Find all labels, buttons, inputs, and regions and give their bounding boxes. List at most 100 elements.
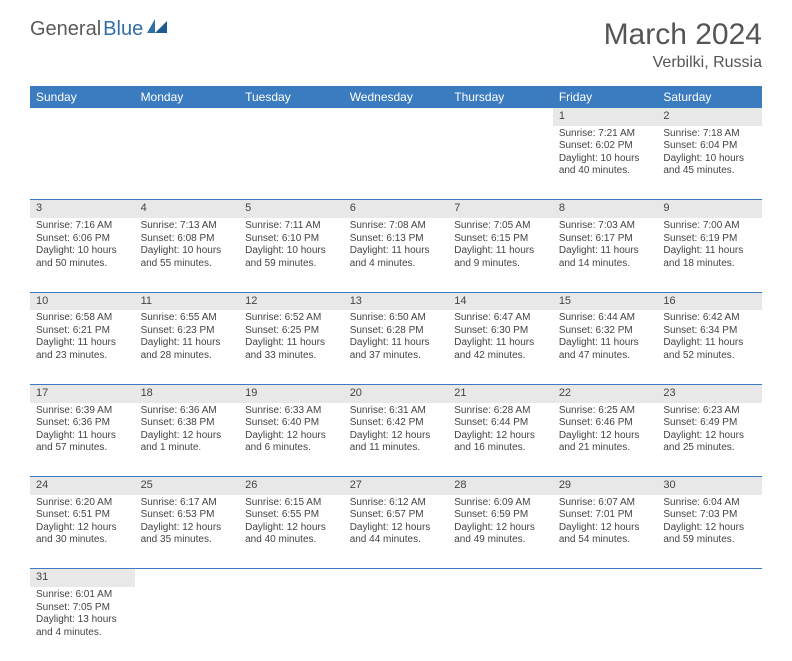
day-cell: Sunrise: 6:04 AMSunset: 7:03 PMDaylight:… [657,495,762,569]
empty-cell [553,569,658,587]
day-number: 3 [30,200,135,218]
calendar-table: SundayMondayTuesdayWednesdayThursdayFrid… [30,86,762,661]
sunrise-text: Sunrise: 7:11 AM [245,220,338,233]
day-cell: Sunrise: 6:28 AMSunset: 6:44 PMDaylight:… [448,403,553,477]
daylight-text: Daylight: 11 hours and 14 minutes. [559,245,652,270]
daylight-text: Daylight: 11 hours and 57 minutes. [36,430,129,455]
sunrise-text: Sunrise: 6:12 AM [350,497,443,510]
sunset-text: Sunset: 6:17 PM [559,233,652,246]
day-cell: Sunrise: 6:09 AMSunset: 6:59 PMDaylight:… [448,495,553,569]
day-cell: Sunrise: 7:16 AMSunset: 6:06 PMDaylight:… [30,218,135,292]
day-cell: Sunrise: 6:23 AMSunset: 6:49 PMDaylight:… [657,403,762,477]
day-number: 31 [30,569,135,587]
weekday-header: Tuesday [239,86,344,108]
day-number: 24 [30,477,135,495]
day-body-row: Sunrise: 6:58 AMSunset: 6:21 PMDaylight:… [30,310,762,384]
daylight-text: Daylight: 11 hours and 9 minutes. [454,245,547,270]
day-cell: Sunrise: 6:44 AMSunset: 6:32 PMDaylight:… [553,310,658,384]
daylight-text: Daylight: 13 hours and 4 minutes. [36,614,129,639]
day-number: 17 [30,384,135,402]
weekday-header: Friday [553,86,658,108]
day-cell: Sunrise: 6:15 AMSunset: 6:55 PMDaylight:… [239,495,344,569]
sunset-text: Sunset: 6:06 PM [36,233,129,246]
sunrise-text: Sunrise: 6:55 AM [141,312,234,325]
sunrise-text: Sunrise: 6:23 AM [663,405,756,418]
day-cell: Sunrise: 7:00 AMSunset: 6:19 PMDaylight:… [657,218,762,292]
day-cell: Sunrise: 6:36 AMSunset: 6:38 PMDaylight:… [135,403,240,477]
sunrise-text: Sunrise: 6:39 AM [36,405,129,418]
sunset-text: Sunset: 6:36 PM [36,417,129,430]
day-number: 10 [30,292,135,310]
day-cell: Sunrise: 6:39 AMSunset: 6:36 PMDaylight:… [30,403,135,477]
sunset-text: Sunset: 6:42 PM [350,417,443,430]
day-number: 11 [135,292,240,310]
empty-cell [553,587,658,661]
day-number: 14 [448,292,553,310]
day-number: 25 [135,477,240,495]
empty-cell [344,126,449,200]
empty-cell [448,108,553,126]
day-number: 19 [239,384,344,402]
logo: General Blue [30,18,169,41]
daylight-text: Daylight: 11 hours and 4 minutes. [350,245,443,270]
sunset-text: Sunset: 6:55 PM [245,509,338,522]
day-number-row: 3456789 [30,200,762,218]
sunrise-text: Sunrise: 7:16 AM [36,220,129,233]
day-cell: Sunrise: 7:13 AMSunset: 6:08 PMDaylight:… [135,218,240,292]
sunset-text: Sunset: 6:23 PM [141,325,234,338]
sunset-text: Sunset: 7:03 PM [663,509,756,522]
empty-cell [239,126,344,200]
sunset-text: Sunset: 7:01 PM [559,509,652,522]
day-number-row: 17181920212223 [30,384,762,402]
day-cell: Sunrise: 7:18 AMSunset: 6:04 PMDaylight:… [657,126,762,200]
sunrise-text: Sunrise: 6:42 AM [663,312,756,325]
sunset-text: Sunset: 6:30 PM [454,325,547,338]
daylight-text: Daylight: 11 hours and 37 minutes. [350,337,443,362]
daylight-text: Daylight: 11 hours and 52 minutes. [663,337,756,362]
sunrise-text: Sunrise: 6:09 AM [454,497,547,510]
empty-cell [135,587,240,661]
daylight-text: Daylight: 12 hours and 35 minutes. [141,522,234,547]
empty-cell [657,569,762,587]
day-number: 13 [344,292,449,310]
sunset-text: Sunset: 6:49 PM [663,417,756,430]
sunset-text: Sunset: 6:59 PM [454,509,547,522]
day-cell: Sunrise: 6:25 AMSunset: 6:46 PMDaylight:… [553,403,658,477]
page-header: General Blue March 2024 Verbilki, Russia [0,0,792,80]
sunset-text: Sunset: 6:02 PM [559,140,652,153]
sunset-text: Sunset: 6:25 PM [245,325,338,338]
empty-cell [135,108,240,126]
empty-cell [448,569,553,587]
sunrise-text: Sunrise: 7:18 AM [663,128,756,141]
sunrise-text: Sunrise: 6:58 AM [36,312,129,325]
sunrise-text: Sunrise: 6:20 AM [36,497,129,510]
daylight-text: Daylight: 12 hours and 21 minutes. [559,430,652,455]
weekday-header: Thursday [448,86,553,108]
day-number: 15 [553,292,658,310]
day-cell: Sunrise: 7:03 AMSunset: 6:17 PMDaylight:… [553,218,658,292]
sunrise-text: Sunrise: 6:28 AM [454,405,547,418]
sunrise-text: Sunrise: 6:17 AM [141,497,234,510]
daylight-text: Daylight: 12 hours and 25 minutes. [663,430,756,455]
day-number: 28 [448,477,553,495]
sunset-text: Sunset: 6:13 PM [350,233,443,246]
sunset-text: Sunset: 6:19 PM [663,233,756,246]
sunset-text: Sunset: 6:28 PM [350,325,443,338]
sunset-text: Sunset: 6:04 PM [663,140,756,153]
day-number: 29 [553,477,658,495]
sunrise-text: Sunrise: 6:15 AM [245,497,338,510]
empty-cell [448,126,553,200]
day-cell: Sunrise: 7:05 AMSunset: 6:15 PMDaylight:… [448,218,553,292]
sunset-text: Sunset: 6:44 PM [454,417,547,430]
day-number-row: 24252627282930 [30,477,762,495]
day-cell: Sunrise: 6:12 AMSunset: 6:57 PMDaylight:… [344,495,449,569]
day-cell: Sunrise: 6:07 AMSunset: 7:01 PMDaylight:… [553,495,658,569]
daylight-text: Daylight: 11 hours and 28 minutes. [141,337,234,362]
day-number: 5 [239,200,344,218]
sunrise-text: Sunrise: 6:47 AM [454,312,547,325]
sunrise-text: Sunrise: 7:05 AM [454,220,547,233]
day-body-row: Sunrise: 7:16 AMSunset: 6:06 PM Daylight:… [30,218,762,292]
day-number: 20 [344,384,449,402]
day-number: 21 [448,384,553,402]
empty-cell [239,108,344,126]
